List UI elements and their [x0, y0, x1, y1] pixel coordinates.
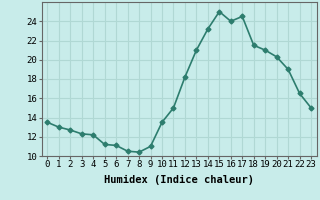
X-axis label: Humidex (Indice chaleur): Humidex (Indice chaleur)	[104, 175, 254, 185]
